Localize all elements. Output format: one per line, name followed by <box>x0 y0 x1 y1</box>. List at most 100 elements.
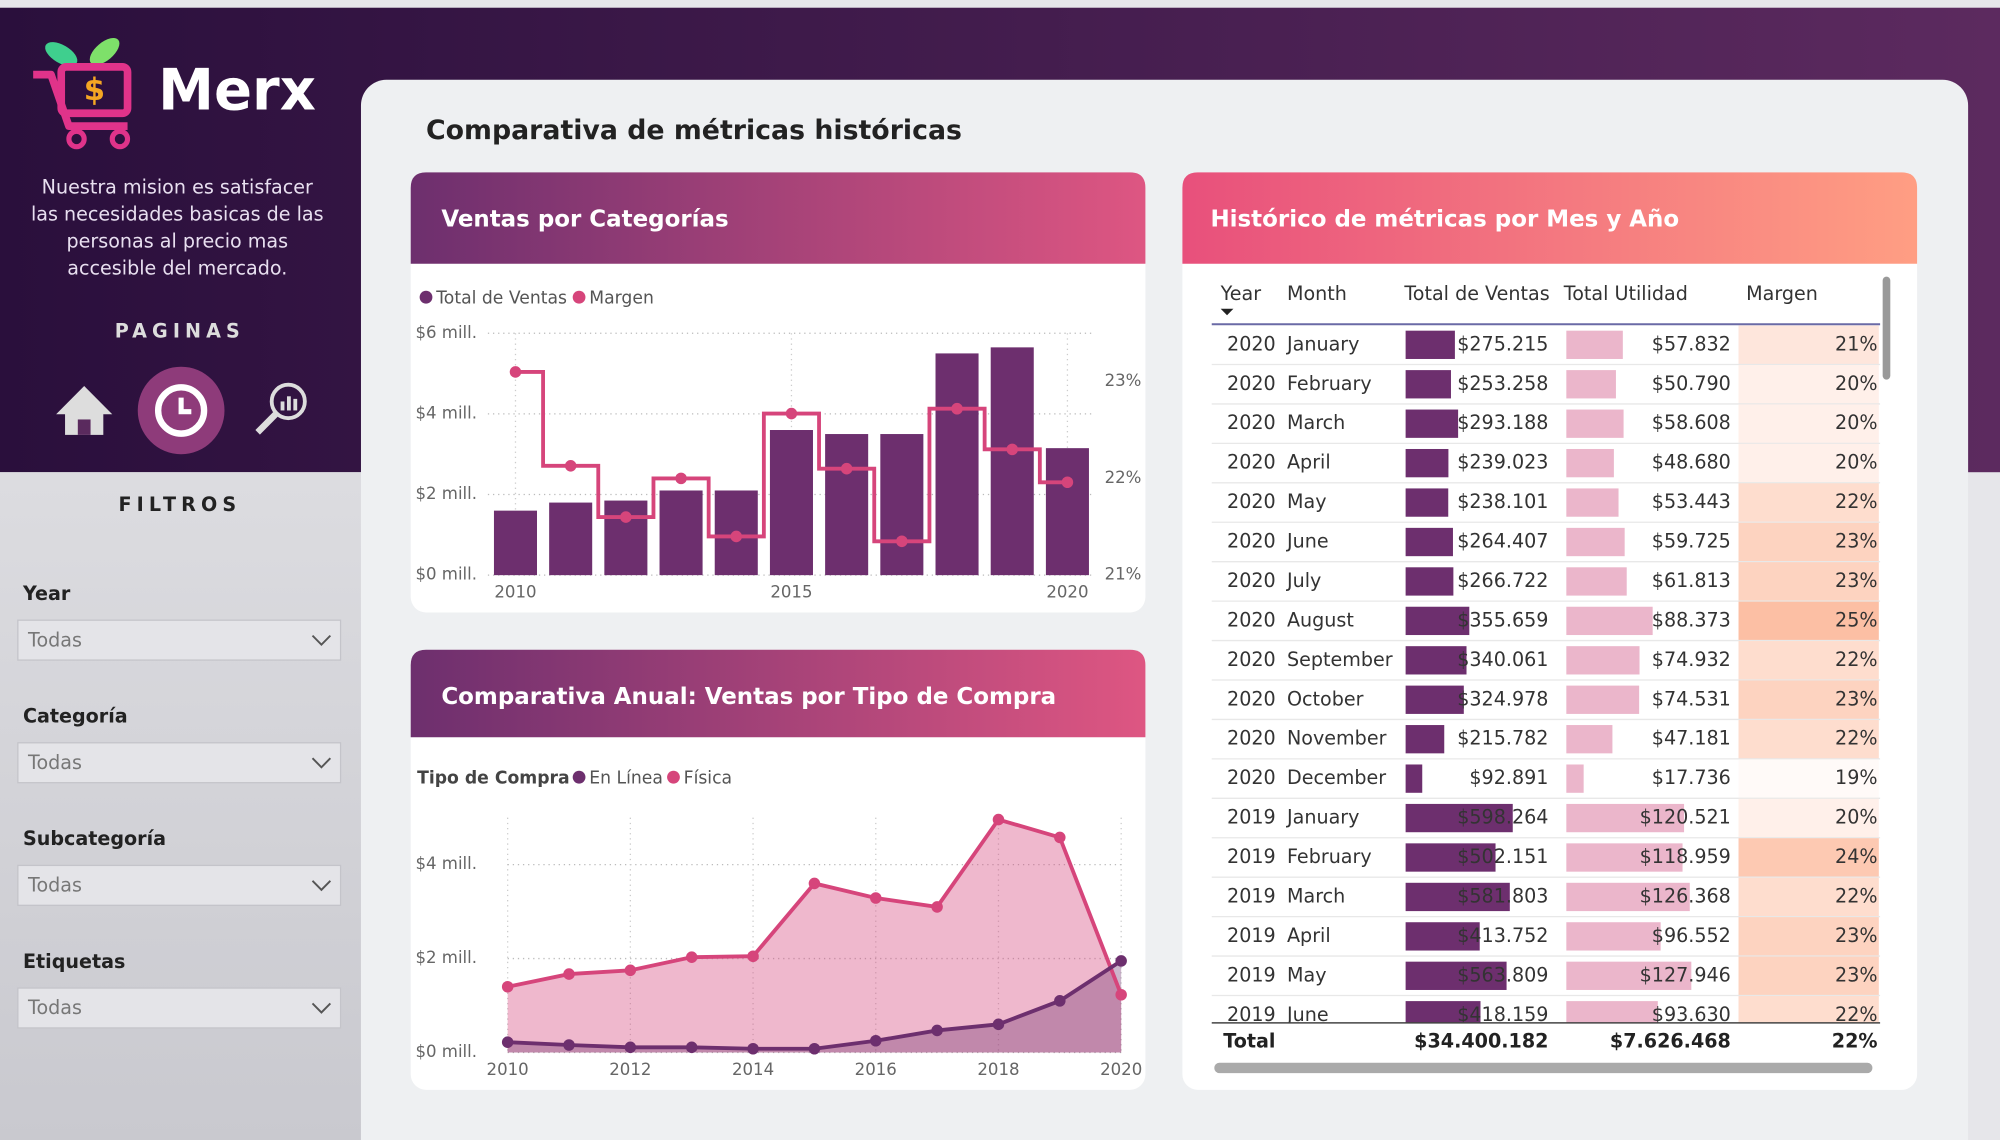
chevron <box>311 880 332 892</box>
column-header[interactable]: Year <box>1220 282 1262 305</box>
cell-margin: 21% <box>1835 332 1878 355</box>
margin-cell <box>1738 325 1879 365</box>
cell-profit: $50.790 <box>1652 372 1731 395</box>
area-point <box>501 1036 514 1048</box>
filter-label: Year <box>22 582 71 605</box>
column-header[interactable]: Margen <box>1746 282 1818 305</box>
card-title: Histórico de métricas por Mes y Año <box>1210 206 1679 232</box>
profit-data-bar <box>1566 922 1661 951</box>
margin-cell <box>1738 995 1879 1023</box>
filter-label: Subcategoría <box>23 827 166 850</box>
area-point <box>501 980 514 993</box>
sales-data-bar <box>1405 488 1449 517</box>
filter-dropdown[interactable] <box>17 987 342 1029</box>
area-point <box>1115 988 1127 1001</box>
cell-year: 2020 <box>1227 687 1276 710</box>
cell-profit: $53.443 <box>1652 490 1731 513</box>
filter-dropdown[interactable] <box>17 742 342 784</box>
cell-month: January <box>1286 806 1359 829</box>
cell-month: August <box>1287 608 1354 631</box>
mission-text: personas al precio mas <box>66 229 288 252</box>
area-point <box>1115 955 1127 967</box>
cell-month: November <box>1287 727 1387 750</box>
chevron <box>311 757 332 769</box>
filter-label: Etiquetas <box>23 950 125 973</box>
legend-label: Margen <box>589 288 654 308</box>
filter-dropdown[interactable] <box>17 864 342 906</box>
cell-sales: $266.722 <box>1457 569 1548 592</box>
line-point <box>509 366 522 378</box>
cell-year: 2019 <box>1227 845 1276 868</box>
y-tick-label: $0 mill. <box>415 1042 477 1061</box>
y-tick-label: $2 mill. <box>415 484 477 503</box>
margin-cell <box>1738 680 1879 720</box>
line-point <box>730 530 742 543</box>
sidebar-panel <box>0 472 361 1140</box>
cell-margin: 23% <box>1835 687 1878 710</box>
cell-year: 2019 <box>1227 924 1276 947</box>
cell-profit: $48.680 <box>1652 451 1731 474</box>
margin-cell <box>1738 522 1879 562</box>
margin-cell <box>1738 483 1879 522</box>
y-tick-label: $2 mill. <box>415 948 477 967</box>
history-icon[interactable] <box>137 366 225 455</box>
sales-data-bar <box>1405 685 1464 714</box>
area-point <box>931 1024 943 1037</box>
profit-data-bar <box>1566 330 1623 359</box>
sales-data-bar <box>1405 448 1449 478</box>
cell-year: 2020 <box>1227 648 1276 671</box>
cell-margin: 19% <box>1835 766 1878 789</box>
cell-month: October <box>1287 687 1364 710</box>
brand: Merx <box>158 58 316 123</box>
area-point <box>747 950 759 963</box>
column-header[interactable]: Total Utilidad <box>1563 282 1688 305</box>
cell-month: February <box>1287 372 1372 395</box>
y-tick-label: $0 mill. <box>415 565 477 584</box>
cell-margin: 22% <box>1835 727 1878 750</box>
line-point <box>951 402 963 415</box>
scrollbar[interactable] <box>1214 1062 1873 1074</box>
sales-data-bar <box>1405 370 1451 399</box>
cell-margin: 23% <box>1835 924 1878 947</box>
scrollbar[interactable] <box>1882 276 1891 380</box>
profit-data-bar <box>1566 961 1692 990</box>
area-point <box>992 1018 1005 1031</box>
cell-month: May <box>1287 963 1327 986</box>
filter-value: Todas <box>27 996 82 1019</box>
column-header[interactable]: Month <box>1287 282 1347 305</box>
margin-cell <box>1738 798 1879 838</box>
cell-margin: 22% <box>1835 648 1878 671</box>
sales-data-bar <box>1405 725 1445 754</box>
cell-profit: $58.608 <box>1652 411 1731 434</box>
profit-data-bar <box>1566 882 1690 912</box>
cell-month: July <box>1286 569 1321 592</box>
cell-sales: $239.023 <box>1457 451 1548 474</box>
profit-data-bar <box>1566 370 1616 399</box>
cell-margin: 23% <box>1835 963 1878 986</box>
search-icon[interactable] <box>255 382 307 435</box>
x-tick-label: 2020 <box>1046 583 1088 602</box>
cell-margin: 20% <box>1835 411 1878 434</box>
y2-tick-label: 23% <box>1105 371 1142 390</box>
margin-cell <box>1738 917 1879 956</box>
bar <box>880 434 924 576</box>
cell-margin: 22% <box>1835 490 1878 513</box>
cell-profit: $127.946 <box>1640 963 1731 986</box>
column-header[interactable]: Total de Ventas <box>1403 282 1549 305</box>
cell-profit: $61.813 <box>1652 569 1731 592</box>
pages-title: PAGINAS <box>115 319 245 342</box>
line-point <box>1061 476 1074 489</box>
legend-marker <box>572 290 586 304</box>
area-point <box>808 1042 821 1055</box>
home-icon[interactable] <box>56 386 113 435</box>
sort-arrow[interactable] <box>1220 308 1234 316</box>
cell-month: September <box>1287 648 1393 671</box>
sales-data-bar <box>1405 1001 1481 1023</box>
line-point <box>1006 443 1018 456</box>
bar <box>825 434 869 576</box>
cell-sales: $215.782 <box>1457 727 1548 750</box>
filters-title: FILTROS <box>118 493 241 516</box>
profit-data-bar <box>1566 764 1584 793</box>
cell-margin: 23% <box>1835 529 1878 552</box>
filter-dropdown[interactable] <box>17 619 342 661</box>
